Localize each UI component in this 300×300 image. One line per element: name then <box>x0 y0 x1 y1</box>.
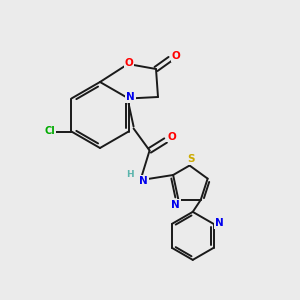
Text: N: N <box>139 176 148 185</box>
Text: S: S <box>187 154 194 164</box>
Text: O: O <box>172 51 180 61</box>
Text: Cl: Cl <box>44 127 55 136</box>
Text: N: N <box>215 218 224 228</box>
Text: N: N <box>126 92 135 103</box>
Text: O: O <box>167 131 176 142</box>
Text: H: H <box>126 170 134 179</box>
Text: N: N <box>171 200 180 210</box>
Text: O: O <box>124 58 134 68</box>
